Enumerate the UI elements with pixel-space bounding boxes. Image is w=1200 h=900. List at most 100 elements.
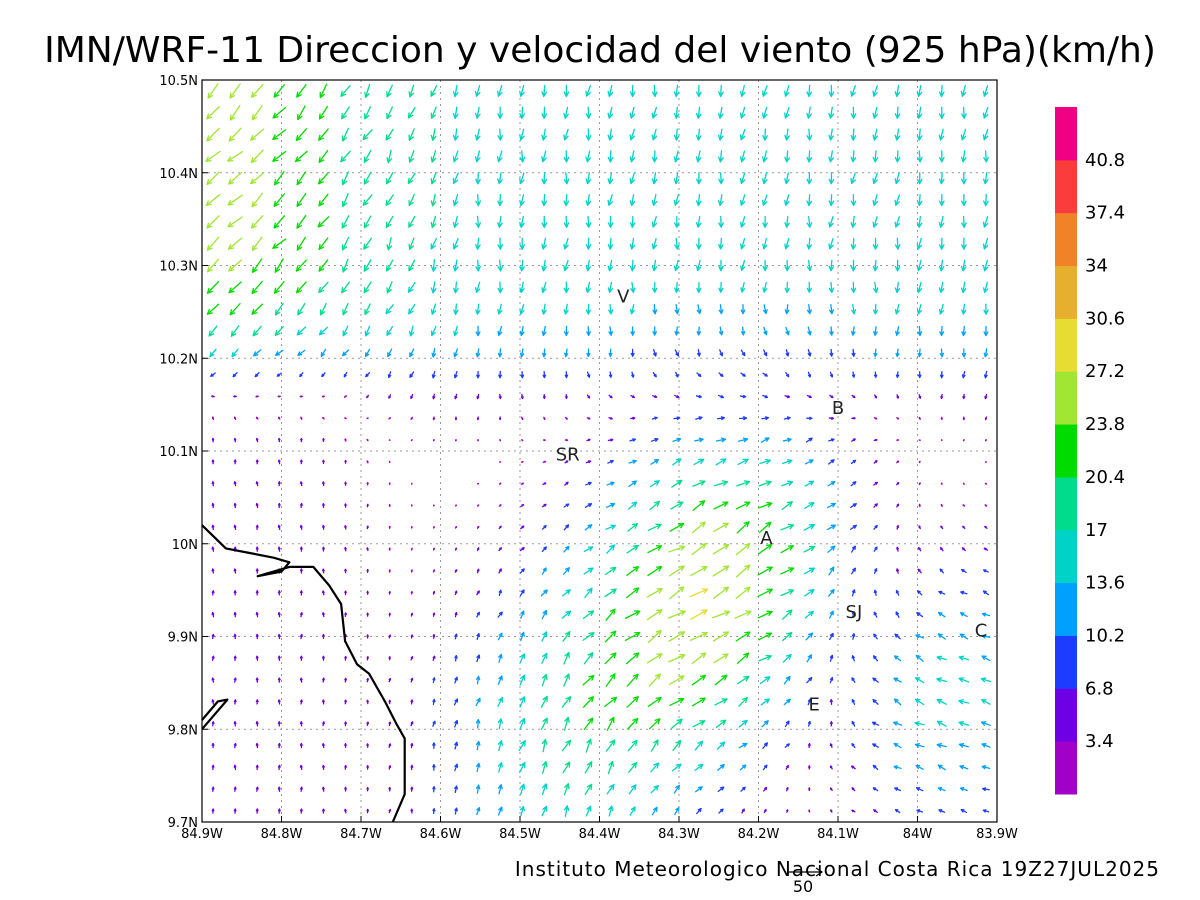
wind-vector <box>388 634 391 639</box>
wind-vector <box>519 128 525 141</box>
colorbar-segment <box>1055 318 1077 372</box>
wind-vector <box>762 106 768 119</box>
wind-vector <box>497 611 503 618</box>
wind-vector <box>807 720 811 727</box>
wind-vector <box>322 764 325 771</box>
wind-vector <box>692 500 706 511</box>
wind-vector <box>385 304 394 315</box>
wind-vector <box>668 545 686 553</box>
wind-vector <box>938 106 945 119</box>
wind-vector <box>715 458 727 466</box>
wind-vector <box>784 304 790 315</box>
wind-vector <box>300 633 303 640</box>
wind-vector <box>651 106 658 119</box>
wind-vector <box>718 304 724 315</box>
wind-vector <box>717 394 724 399</box>
wind-vector <box>386 236 393 251</box>
wind-vector <box>713 522 729 533</box>
wind-vector <box>804 610 814 619</box>
wind-vector <box>918 394 922 399</box>
wind-vector <box>629 806 636 816</box>
wind-vector <box>476 675 481 685</box>
wind-vector <box>211 502 215 509</box>
wind-vector <box>938 128 945 141</box>
wind-vector <box>649 480 660 488</box>
wind-vector <box>251 303 263 315</box>
wind-vector <box>322 699 325 705</box>
wind-vector <box>211 437 215 443</box>
wind-vector <box>851 765 856 770</box>
wind-vector <box>454 807 458 815</box>
wind-vector <box>651 172 658 185</box>
wind-vector <box>916 809 924 813</box>
wind-vector <box>873 633 878 640</box>
wind-vector <box>561 610 572 619</box>
wind-vector <box>561 739 571 752</box>
wind-vector <box>255 612 259 618</box>
wind-vector <box>711 610 731 619</box>
wind-vector <box>255 502 259 509</box>
wind-vector <box>652 349 657 357</box>
wind-vector <box>541 761 548 774</box>
wind-vector <box>630 326 635 336</box>
wind-vector <box>453 698 459 706</box>
wind-vector <box>452 150 459 163</box>
wind-vector <box>961 193 967 207</box>
wind-vector <box>498 589 502 597</box>
colorbar-segment <box>1055 424 1077 478</box>
wind-vector <box>850 524 857 530</box>
wind-vector <box>961 237 967 250</box>
wind-vector <box>918 547 922 552</box>
wind-vector <box>983 547 989 551</box>
wind-vector <box>388 678 392 683</box>
wind-vector <box>233 590 237 596</box>
wind-vector <box>940 504 943 508</box>
wind-vector <box>430 128 437 141</box>
wind-vector <box>322 808 325 814</box>
wind-vector <box>961 569 967 574</box>
wind-vector <box>541 193 548 207</box>
wind-vector <box>735 631 751 642</box>
wind-vector <box>540 695 548 708</box>
wind-vector <box>872 303 879 315</box>
wind-vector <box>938 612 946 618</box>
wind-vector <box>961 325 967 337</box>
wind-vector <box>652 303 658 315</box>
wind-vector <box>624 632 641 641</box>
wind-vector <box>387 371 392 379</box>
wind-vector <box>938 150 945 163</box>
wind-vector <box>647 523 662 531</box>
wind-vector <box>341 236 350 251</box>
wind-vector <box>807 698 812 706</box>
wind-vector <box>759 676 771 685</box>
wind-vector <box>541 172 548 185</box>
colorbar-segment <box>1055 635 1077 689</box>
wind-vector <box>366 743 369 748</box>
wind-vector <box>211 590 215 596</box>
wind-vector <box>410 699 414 705</box>
wind-vector <box>366 699 369 705</box>
wind-vector <box>430 85 438 97</box>
wind-vector <box>344 481 347 486</box>
wind-vector <box>626 673 639 687</box>
wind-vector <box>674 394 680 399</box>
x-tick-label: 84.5W <box>499 827 541 842</box>
grid-lines <box>202 80 997 822</box>
wind-vector <box>540 717 548 730</box>
wind-vector <box>299 721 303 727</box>
wind-vector <box>344 743 347 749</box>
wind-vector <box>628 480 637 488</box>
wind-vector <box>277 786 281 792</box>
wind-vector <box>586 417 591 420</box>
wind-vector <box>939 568 945 574</box>
wind-vector <box>604 652 617 665</box>
wind-vector <box>734 610 752 619</box>
wind-vector <box>806 677 813 684</box>
wind-vector <box>364 83 371 98</box>
wind-vector <box>893 765 902 770</box>
wind-vector <box>366 786 369 792</box>
colorbar-label: 3.4 <box>1085 731 1114 752</box>
wind-vector <box>520 631 525 642</box>
wind-vector <box>606 481 615 486</box>
wind-vector <box>231 348 239 358</box>
